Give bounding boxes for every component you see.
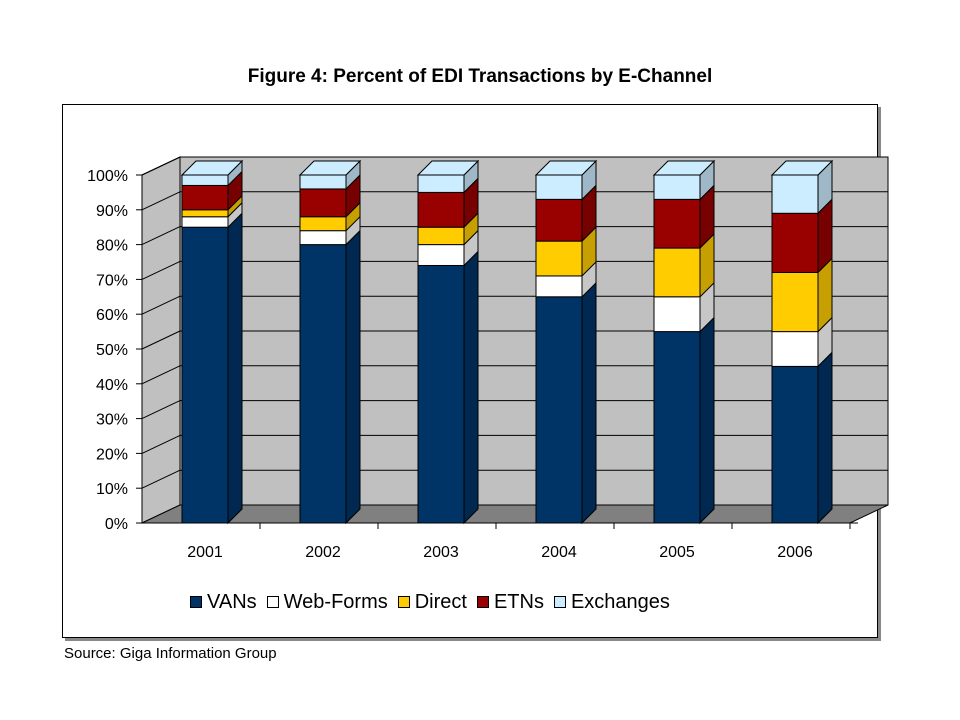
legend-label-web-forms: Web-Forms <box>283 590 388 613</box>
legend-swatch-etns <box>476 596 489 608</box>
y-tick-label: 50% <box>96 342 128 359</box>
legend-item-etns: ETNs <box>476 590 544 614</box>
bar-top-2006 <box>770 160 834 176</box>
legend-label-direct: Direct <box>414 590 467 613</box>
legend-swatch-exchanges <box>553 596 566 608</box>
bar-2004-direct <box>535 240 583 277</box>
bar-2001-etns <box>181 184 229 211</box>
gridline-side <box>141 191 181 211</box>
gridline-side <box>141 226 181 246</box>
x-tick-label: 2002 <box>305 544 341 561</box>
legend-label-vans: VANs <box>207 590 257 613</box>
bar-2005-etns <box>653 198 701 249</box>
chart-title: Figure 4: Percent of EDI Transactions by… <box>247 66 713 87</box>
y-tick-label: 30% <box>96 412 128 429</box>
bar-side-2003-vans <box>463 250 479 525</box>
y-tick-label: 70% <box>96 272 128 289</box>
source-note: Source: Giga Information Group <box>64 645 277 662</box>
legend-label-exchanges: Exchanges <box>570 590 670 613</box>
bar-top-2001 <box>180 160 244 176</box>
y-tick-label: 90% <box>96 203 128 220</box>
x-tick-label: 2005 <box>659 544 695 561</box>
chart-legend: VANs Web-Forms Direct ETNs Exchanges <box>190 590 680 614</box>
legend-label-etns: ETNs <box>493 590 544 613</box>
bar-side-2004-vans <box>581 281 597 525</box>
x-tick-label: 2006 <box>777 544 813 561</box>
y-tick-label: 80% <box>96 238 128 255</box>
y-tick-label: 60% <box>96 307 128 324</box>
x-tick-label: 2001 <box>187 544 223 561</box>
bar-2003-vans <box>417 264 465 524</box>
bar-2006-exchanges <box>771 174 819 214</box>
bar-2005-vans <box>653 331 701 524</box>
legend-item-exchanges: Exchanges <box>553 590 670 614</box>
legend-item-direct: Direct <box>397 590 467 614</box>
legend-swatch-direct <box>397 596 410 608</box>
bar-2004-vans <box>535 296 583 524</box>
bar-2006-web-forms <box>771 331 819 367</box>
bar-2001-exchanges <box>181 174 229 186</box>
bar-2005-web-forms <box>653 296 701 333</box>
bar-side-2002-vans <box>345 229 361 525</box>
bar-2002-exchanges <box>299 174 347 190</box>
bar-2003-direct <box>417 226 465 246</box>
bar-top-2005 <box>652 160 716 176</box>
gridline-side <box>141 156 181 176</box>
bar-2006-vans <box>771 365 819 524</box>
legend-swatch-web-forms <box>266 596 279 608</box>
bar-side-2001-vans <box>227 211 243 525</box>
gridline-side <box>141 365 181 385</box>
y-tick-label: 10% <box>96 481 128 498</box>
bar-2002-vans <box>299 244 347 524</box>
bar-2003-etns <box>417 191 465 228</box>
bar-2002-direct <box>299 216 347 232</box>
bar-2004-etns <box>535 198 583 242</box>
gridline-side <box>141 400 181 420</box>
bar-2004-exchanges <box>535 174 583 200</box>
bar-2002-etns <box>299 188 347 218</box>
legend-item-vans: VANs <box>190 591 257 614</box>
y-tick-label: 20% <box>96 446 128 463</box>
bar-side-2005-vans <box>699 316 715 525</box>
bar-2005-exchanges <box>653 174 701 200</box>
x-tick-label: 2004 <box>541 544 577 561</box>
bar-2003-web-forms <box>417 244 465 266</box>
legend-item-web-forms: Web-Forms <box>266 590 388 614</box>
bar-2006-direct <box>771 271 819 333</box>
gridline-side <box>141 469 181 489</box>
bar-2004-web-forms <box>535 275 583 298</box>
bar-side-2006-vans <box>817 351 833 525</box>
bar-top-2002 <box>298 160 362 176</box>
gridline-side <box>141 434 181 454</box>
gridline-side <box>141 260 181 280</box>
y-tick-label: 0% <box>105 516 128 533</box>
gridline-side <box>141 330 181 350</box>
bar-2005-direct <box>653 247 701 298</box>
bar-top-2004 <box>534 160 598 176</box>
bar-2006-etns <box>771 212 819 273</box>
bar-2003-exchanges <box>417 174 465 193</box>
bar-top-2003 <box>416 160 480 176</box>
x-tick-label: 2003 <box>423 544 459 561</box>
legend-swatch-vans <box>190 596 202 608</box>
bar-2001-vans <box>181 226 229 524</box>
bar-2001-web-forms <box>181 216 229 228</box>
y-tick-label: 40% <box>96 377 128 394</box>
bar-2002-web-forms <box>299 230 347 246</box>
bar-2001-direct <box>181 209 229 218</box>
y-tick-label: 100% <box>87 168 128 185</box>
gridline-side <box>141 295 181 315</box>
